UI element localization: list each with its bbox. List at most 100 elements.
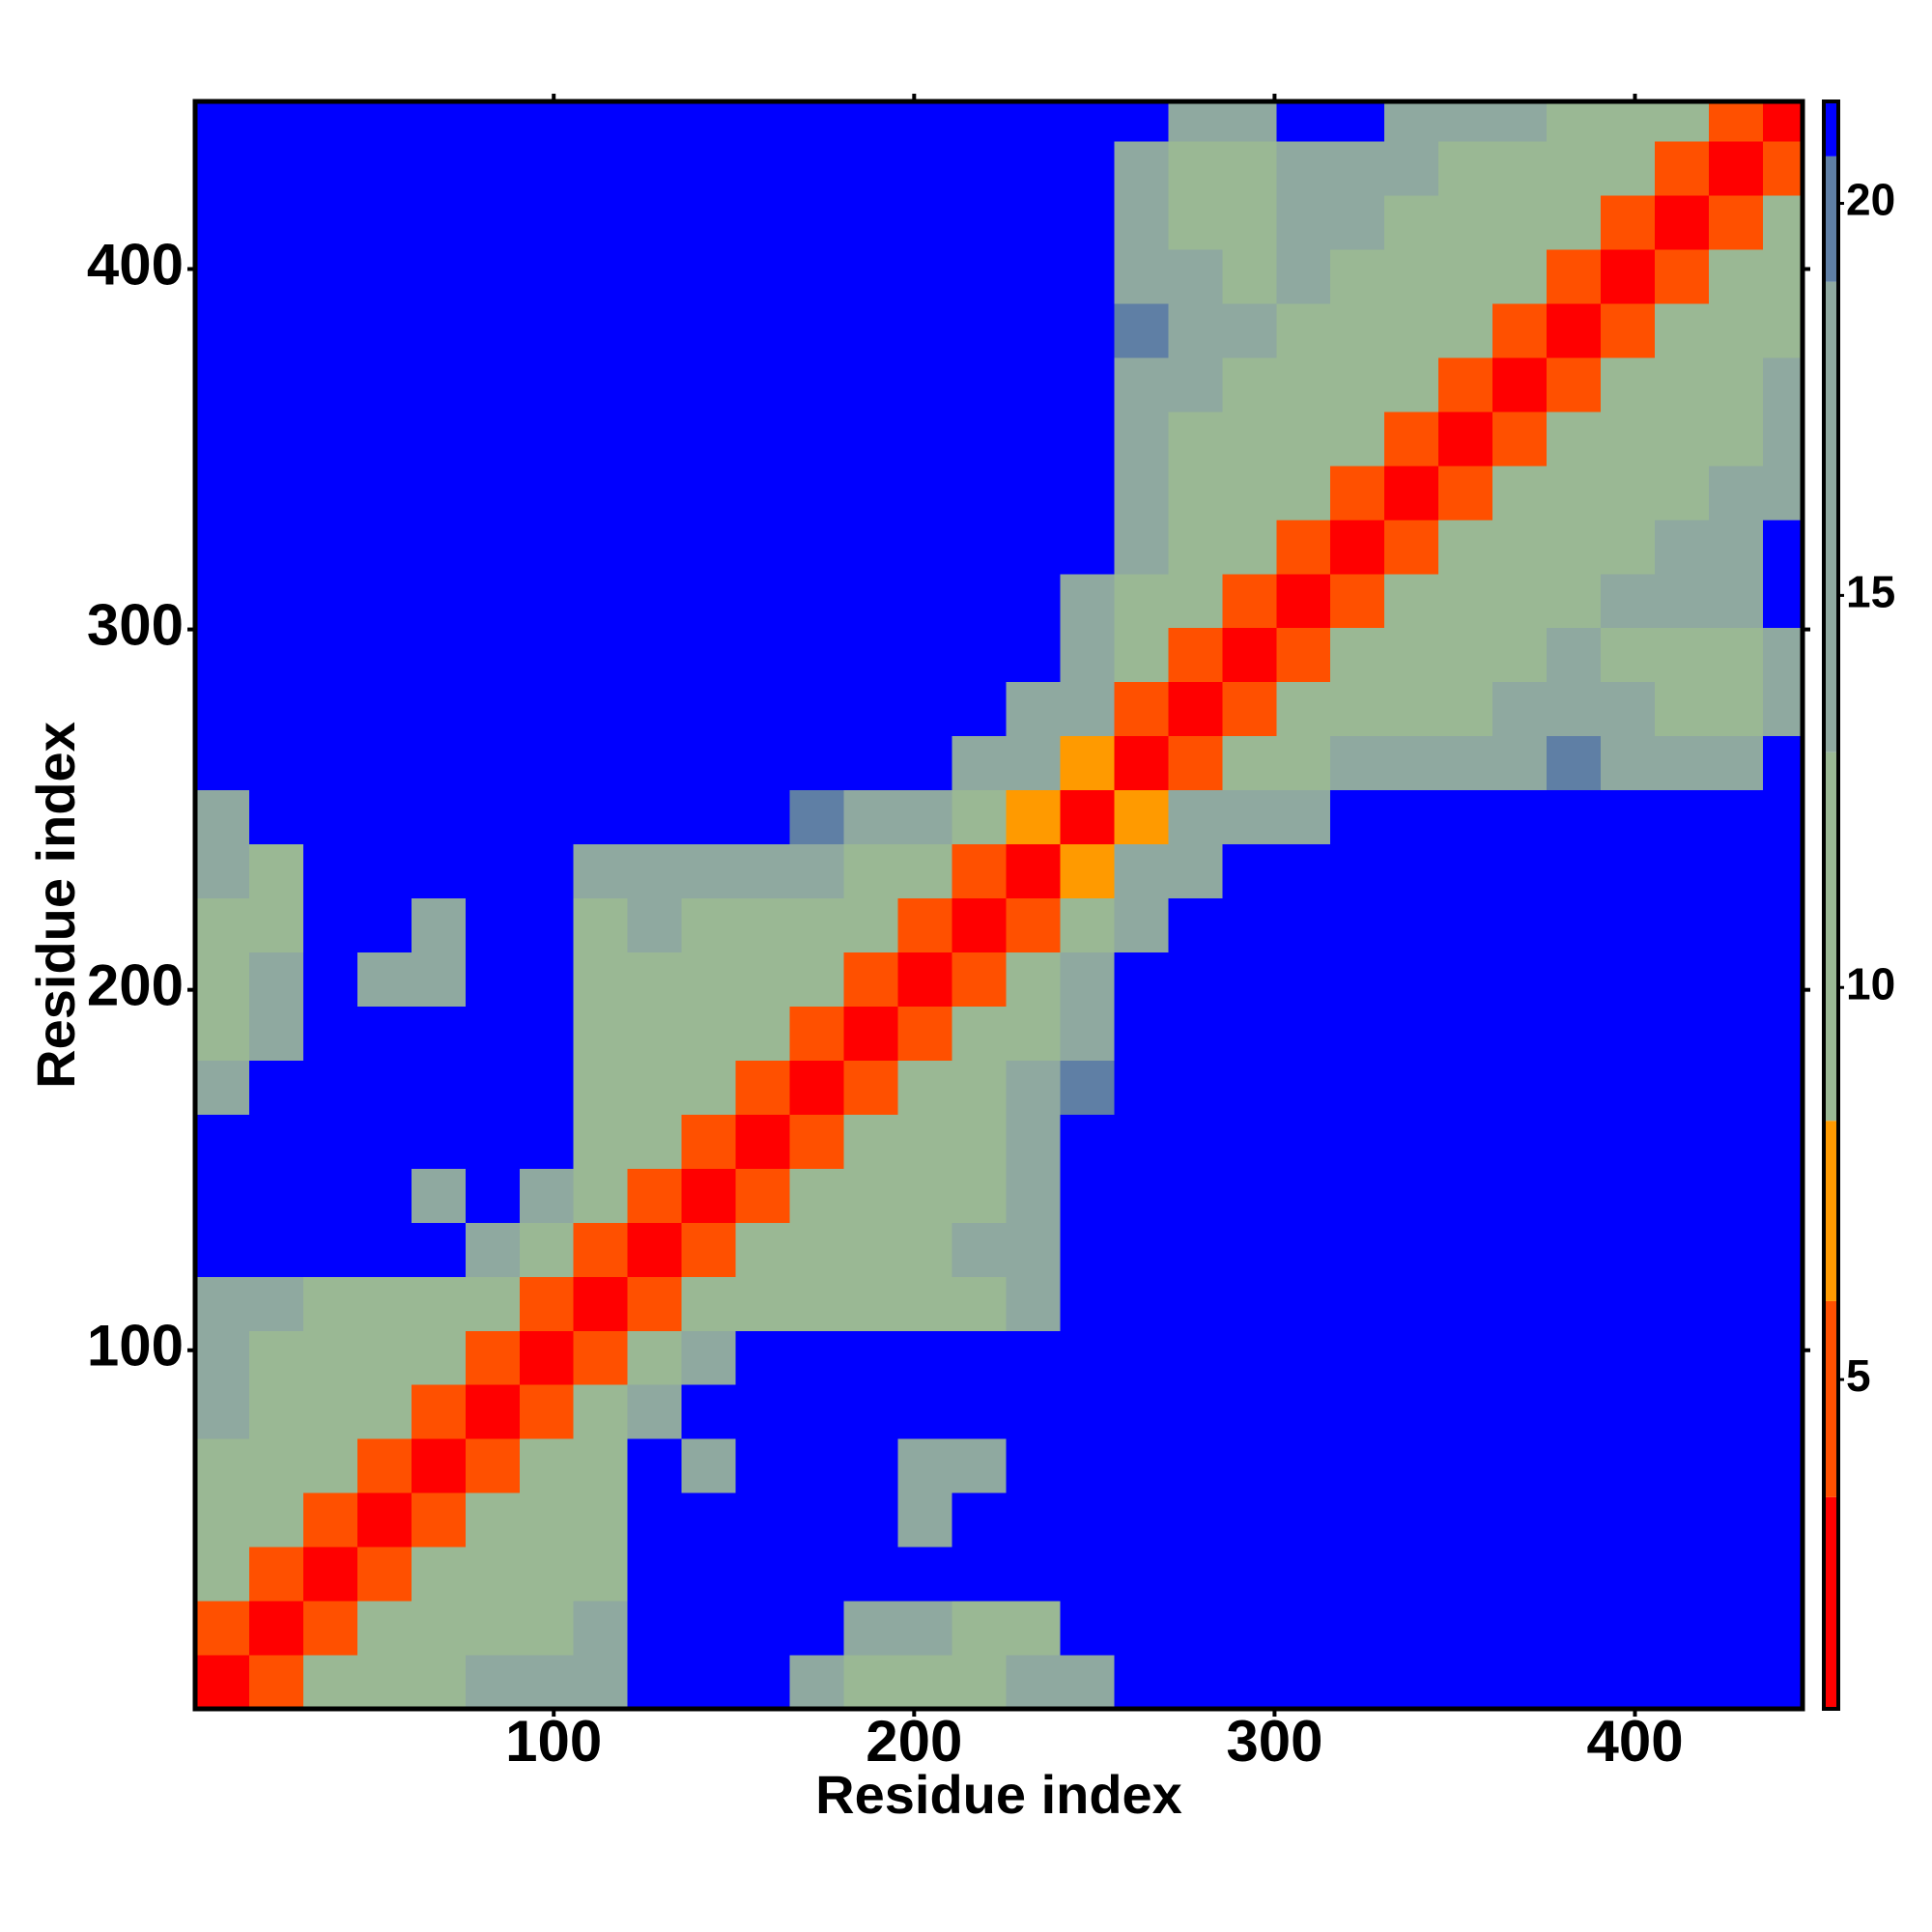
heatmap-cell	[1114, 302, 1169, 358]
heatmap-cell	[1006, 302, 1061, 358]
heatmap-cell	[735, 1492, 791, 1548]
heatmap-cell	[735, 1547, 791, 1602]
heatmap-cell	[1708, 735, 1764, 791]
heatmap-cell	[952, 1114, 1007, 1169]
heatmap-cell	[1006, 465, 1061, 521]
heatmap-cell	[1762, 1438, 1804, 1493]
heatmap-cell	[1384, 952, 1439, 1007]
heatmap-cell	[1762, 1492, 1804, 1548]
heatmap-cell	[302, 1060, 358, 1115]
heatmap-cell	[356, 465, 412, 521]
heatmap-cell	[1601, 1438, 1656, 1493]
plot-frame	[192, 99, 1805, 1712]
heatmap-cell	[465, 1330, 521, 1385]
heatmap-cell	[1762, 411, 1804, 467]
heatmap-cell	[1330, 627, 1385, 683]
heatmap-cell	[356, 1492, 412, 1548]
heatmap-cell	[1708, 1276, 1764, 1331]
heatmap-cell	[1114, 1276, 1169, 1331]
heatmap-cell	[465, 1492, 521, 1548]
heatmap-cell	[1601, 1384, 1656, 1439]
heatmap-cell	[1601, 681, 1656, 737]
x-tick-label: 400	[1586, 1709, 1683, 1774]
heatmap-cell	[1006, 1060, 1061, 1115]
heatmap-cell	[789, 789, 845, 845]
heatmap-cell	[897, 1060, 952, 1115]
heatmap-cell	[573, 897, 629, 953]
heatmap-cell	[1655, 735, 1710, 791]
heatmap-cell	[1222, 1547, 1277, 1602]
heatmap-cell	[1601, 735, 1656, 791]
heatmap-cell	[411, 465, 467, 521]
heatmap-cell	[195, 1384, 250, 1439]
heatmap-cell	[952, 1330, 1007, 1385]
heatmap-cell	[411, 519, 467, 575]
heatmap-cell	[1492, 1114, 1548, 1169]
heatmap-cell	[735, 1438, 791, 1493]
heatmap-cell	[1384, 1330, 1439, 1385]
heatmap-cell	[681, 465, 737, 521]
heatmap-cell	[356, 952, 412, 1007]
heatmap-cell	[897, 1547, 952, 1602]
heatmap-cell	[1222, 465, 1277, 521]
heatmap-cell	[1762, 681, 1804, 737]
heatmap-cell	[1762, 1060, 1804, 1115]
heatmap-cell	[1601, 843, 1656, 899]
heatmap-cell	[248, 1655, 304, 1710]
heatmap-cell	[356, 573, 412, 629]
heatmap-cell	[1276, 195, 1331, 250]
heatmap-cell	[1708, 843, 1764, 899]
heatmap-cell	[573, 302, 629, 358]
heatmap-cell	[681, 302, 737, 358]
heatmap-cell	[843, 1547, 899, 1602]
heatmap-cell	[1114, 356, 1169, 412]
heatmap-cell	[897, 101, 952, 142]
heatmap-cell	[789, 1438, 845, 1493]
heatmap-cell	[1330, 573, 1385, 629]
heatmap-cell	[356, 248, 412, 304]
heatmap-cell	[1762, 573, 1804, 629]
heatmap-cell	[1168, 1601, 1223, 1656]
heatmap-cell	[356, 897, 412, 953]
heatmap-cell	[1330, 1547, 1385, 1602]
heatmap-cell	[1492, 735, 1548, 791]
heatmap-cell	[1114, 627, 1169, 683]
heatmap-cell	[573, 1547, 629, 1602]
heatmap-cell	[195, 952, 250, 1007]
heatmap-cell	[1168, 897, 1223, 953]
heatmap-cell	[735, 101, 791, 142]
heatmap-cell	[1438, 302, 1493, 358]
heatmap-cell	[1114, 1330, 1169, 1385]
heatmap-cell	[195, 141, 250, 196]
heatmap-cell	[681, 195, 737, 250]
heatmap-cell	[411, 1547, 467, 1602]
heatmap-cell	[1168, 1438, 1223, 1493]
heatmap-cell	[1492, 789, 1548, 845]
heatmap-cell	[843, 1384, 899, 1439]
heatmap-cell	[1708, 1438, 1764, 1493]
heatmap-cell	[519, 1114, 575, 1169]
heatmap-cell	[952, 1384, 1007, 1439]
heatmap-cell	[1762, 1330, 1804, 1385]
heatmap-cell	[302, 519, 358, 575]
heatmap-cell	[843, 1168, 899, 1223]
heatmap-cell	[843, 735, 899, 791]
heatmap-cell	[356, 1168, 412, 1223]
heatmap-cell	[573, 1330, 629, 1385]
heatmap-cell	[789, 897, 845, 953]
heatmap-cell	[195, 519, 250, 575]
heatmap-cell	[681, 519, 737, 575]
colorbar-tick-label: 5	[1846, 1350, 1871, 1401]
heatmap-cell	[843, 627, 899, 683]
heatmap-cell	[356, 1384, 412, 1439]
heatmap-cell	[843, 195, 899, 250]
heatmap-cell	[1060, 573, 1115, 629]
heatmap-cell	[952, 141, 1007, 196]
heatmap-cell	[1547, 1601, 1602, 1656]
heatmap-cell	[1276, 789, 1331, 845]
heatmap-cell	[1708, 789, 1764, 845]
heatmap-cell	[1330, 952, 1385, 1007]
heatmap-cell	[897, 681, 952, 737]
heatmap-cell	[1060, 465, 1115, 521]
heatmap-cell	[789, 195, 845, 250]
